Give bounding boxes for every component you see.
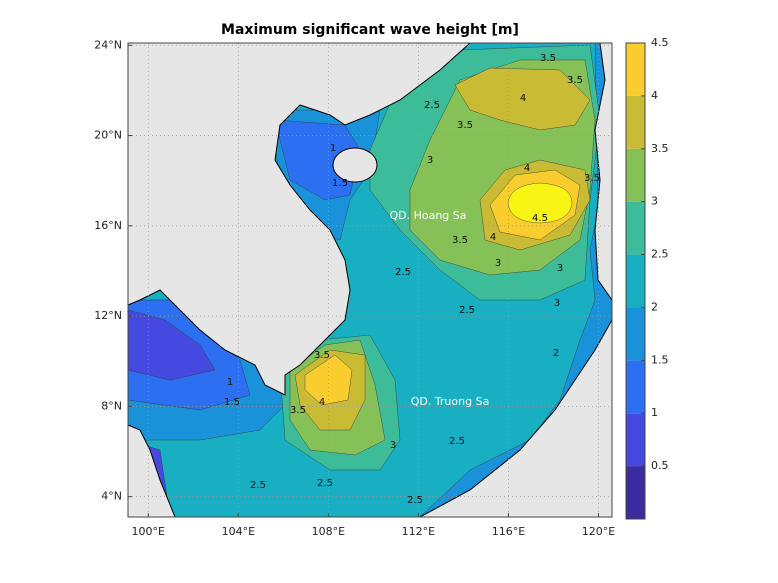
place-label: QD. Hoang Sa xyxy=(389,209,466,222)
contour-label: 2.5 xyxy=(459,305,475,316)
chart-title: Maximum significant wave height [m] xyxy=(221,22,519,38)
colorbar-tick-label: 2 xyxy=(651,300,658,313)
colorbar: 0.5 1 1.5 2 2.5 3 3.5 4 4.5 xyxy=(625,36,669,520)
contour-band xyxy=(454,67,591,131)
colorbar-tick-label: 3 xyxy=(651,195,658,208)
contour-label: 2.5 xyxy=(395,267,411,278)
contour-label: 4 xyxy=(520,93,526,104)
y-tick-label: 8°N xyxy=(101,399,122,412)
colorbar-tick-label: 4.5 xyxy=(651,36,669,49)
contour-label: 2.5 xyxy=(449,436,465,447)
contour-label: 4 xyxy=(524,163,530,174)
x-tick-label: 104°E xyxy=(222,525,255,538)
y-tick-label: 24°N xyxy=(94,38,122,51)
axes-box xyxy=(127,42,613,518)
colorbar-band xyxy=(626,95,645,149)
colorbar-tick-label: 1 xyxy=(651,406,658,419)
contour-label: 3 xyxy=(554,298,560,309)
y-tick-label: 16°N xyxy=(94,219,122,232)
contour-band xyxy=(507,182,573,224)
colorbar-band xyxy=(626,360,645,414)
contour-label: 1.5 xyxy=(224,397,240,408)
x-tick-label: 100°E xyxy=(132,525,165,538)
sea xyxy=(128,43,612,517)
contour-label: 2 xyxy=(553,348,559,359)
contour-label: 1 xyxy=(330,143,336,154)
colorbar-band xyxy=(626,201,645,255)
contour-label: 1.5 xyxy=(332,178,348,189)
contour-band xyxy=(304,354,353,406)
y-tick-label: 4°N xyxy=(101,490,122,503)
y-tick-label: 20°N xyxy=(94,129,122,142)
colorbar-tick-label: 0.5 xyxy=(651,459,669,472)
contour-label: 3 xyxy=(557,263,563,274)
contour-label: 3 xyxy=(390,440,396,451)
x-tick-label: 108°E xyxy=(312,525,345,538)
colorbar-band xyxy=(626,43,645,96)
contour-band xyxy=(128,309,216,381)
colorbar-tick-label: 4 xyxy=(651,89,658,102)
x-tick-label: 120°E xyxy=(582,525,615,538)
contour-label: 3.5 xyxy=(314,350,330,361)
contour-label: 2.5 xyxy=(317,478,333,489)
contour-label: 2.5 xyxy=(250,480,266,491)
contour-label: 3.5 xyxy=(540,53,556,64)
contour-label: 3.5 xyxy=(567,75,583,86)
x-tick-label: 112°E xyxy=(402,525,435,538)
contour-label: 3.5 xyxy=(290,405,306,416)
colorbar-frame xyxy=(625,42,646,520)
contour-labels: 4 3.5 3.5 3.5 2.5 3 4 4.5 4 3.5 3 3 3 3.5 2.5 2.5 1 1.5 3.… xyxy=(224,53,600,506)
contour-label: 4 xyxy=(490,232,496,243)
contour-label: 2.5 xyxy=(407,495,423,506)
contour-label: 3 xyxy=(495,258,501,269)
contour-label: 3.5 xyxy=(452,235,468,246)
contour-label: 3.5 xyxy=(457,120,473,131)
colorbar-band xyxy=(626,466,645,519)
colorbar-band xyxy=(626,413,645,467)
contour-label: 3 xyxy=(427,155,433,166)
colorbar-band xyxy=(626,254,645,308)
contour-label: 4 xyxy=(319,397,325,408)
contour-label: 1 xyxy=(227,377,233,388)
grid xyxy=(128,43,612,517)
colorbar-band xyxy=(626,307,645,361)
place-label: QD. Truong Sa xyxy=(411,395,490,408)
colorbar-band xyxy=(626,148,645,202)
colorbar-tick-label: 3.5 xyxy=(651,142,669,155)
colorbar-tick-label: 2.5 xyxy=(651,248,669,261)
contour-label: 3.5 xyxy=(584,173,600,184)
y-tick-label: 12°N xyxy=(94,309,122,322)
contour-label: 2.5 xyxy=(424,100,440,111)
colorbar-tick-label: 1.5 xyxy=(651,353,669,366)
contour-label: 4.5 xyxy=(532,213,548,224)
hainan-island xyxy=(332,147,378,183)
x-tick-label: 116°E xyxy=(492,525,525,538)
